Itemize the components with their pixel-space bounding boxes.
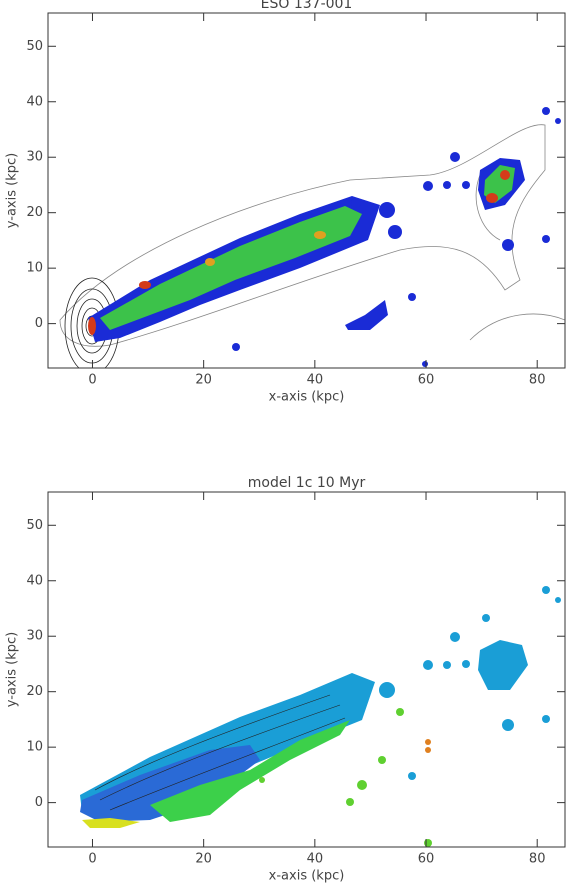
x-tick-label: 20 [195, 852, 212, 867]
x-tick-label: 80 [529, 852, 546, 867]
y-tick-label: 30 [26, 150, 43, 165]
plot-frame [47, 12, 566, 369]
x-tick-label: 0 [88, 373, 96, 388]
x-tick-label: 40 [307, 373, 324, 388]
y-tick-label: 40 [26, 94, 43, 109]
y-tick-label: 20 [26, 684, 43, 699]
y-tick-label: 0 [35, 316, 43, 331]
x-axis-label: x-axis (kpc) [269, 390, 345, 405]
chart-title: ESO 137-001 [261, 0, 353, 12]
y-tick-label: 0 [35, 795, 43, 810]
y-axis-label: y-axis (kpc) [5, 153, 20, 228]
y-tick-label: 10 [26, 261, 43, 276]
y-axis-label: y-axis (kpc) [5, 632, 20, 707]
x-tick-label: 40 [307, 852, 324, 867]
y-tick-label: 20 [26, 205, 43, 220]
observed-map [59, 107, 565, 368]
y-tick-label: 40 [26, 573, 43, 588]
model-map [80, 586, 561, 847]
y-tick-label: 50 [26, 39, 43, 54]
y-tick-label: 30 [26, 629, 43, 644]
x-tick-label: 80 [529, 373, 546, 388]
x-tick-label: 60 [418, 373, 435, 388]
y-tick-label: 50 [26, 518, 43, 533]
chart-title: model 1c 10 Myr [248, 475, 366, 491]
x-axis-label: x-axis (kpc) [269, 869, 345, 884]
plot-frame [47, 491, 566, 848]
x-tick-label: 0 [88, 852, 96, 867]
x-tick-label: 60 [418, 852, 435, 867]
x-tick-label: 20 [195, 373, 212, 388]
y-tick-label: 10 [26, 740, 43, 755]
